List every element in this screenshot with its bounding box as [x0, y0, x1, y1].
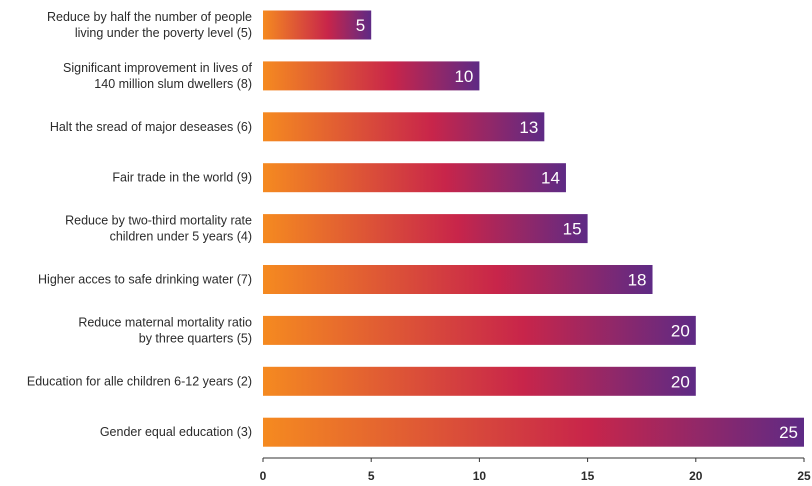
bar-0	[263, 10, 372, 40]
bar-8	[263, 417, 804, 447]
bars-layer: 5 10 13 14 15 18 20 20 25	[263, 10, 804, 447]
bar-value-label: 13	[519, 118, 538, 137]
bar-6	[263, 315, 696, 345]
bar-value-label: 15	[563, 220, 582, 239]
category-label: Significant improvement in lives of 140 m…	[63, 61, 252, 91]
x-tick-label: 20	[689, 469, 703, 483]
bar-value-label: 25	[779, 423, 798, 442]
bar-3	[263, 163, 566, 193]
category-label: Reduce by half the number of people livin…	[47, 10, 252, 40]
bar-7	[263, 366, 696, 396]
bar-value-label: 10	[454, 67, 473, 86]
category-labels: Reduce by half the number of people livin…	[27, 10, 253, 439]
x-tick-label: 15	[581, 469, 595, 483]
bar-1	[263, 61, 480, 91]
bar-2	[263, 112, 545, 142]
bar-value-label: 14	[541, 169, 560, 188]
x-tick-label: 25	[797, 469, 811, 483]
category-label: Reduce maternal mortality ratio by three …	[78, 315, 252, 345]
category-label: Gender equal education (3)	[100, 425, 252, 439]
bar-value-label: 20	[671, 372, 690, 391]
bar-value-label: 18	[628, 271, 647, 290]
category-label: Education for alle children 6-12 years (…	[27, 374, 252, 388]
bar-value-label: 20	[671, 321, 690, 340]
category-label: Fair trade in the world (9)	[112, 171, 252, 185]
x-tick-label: 5	[368, 469, 375, 483]
category-label: Reduce by two-third mortality rate childr…	[65, 214, 252, 244]
x-tick-label: 0	[260, 469, 267, 483]
category-label: Halt the sread of major deseases (6)	[50, 120, 252, 134]
x-axis: 0 5 10 15 20 25	[260, 457, 811, 483]
category-label: Higher acces to safe drinking water (7)	[38, 273, 252, 287]
bar-value-label: 5	[356, 16, 365, 35]
x-tick-label: 10	[473, 469, 487, 483]
bar-4	[263, 214, 588, 244]
bar-5	[263, 265, 653, 294]
